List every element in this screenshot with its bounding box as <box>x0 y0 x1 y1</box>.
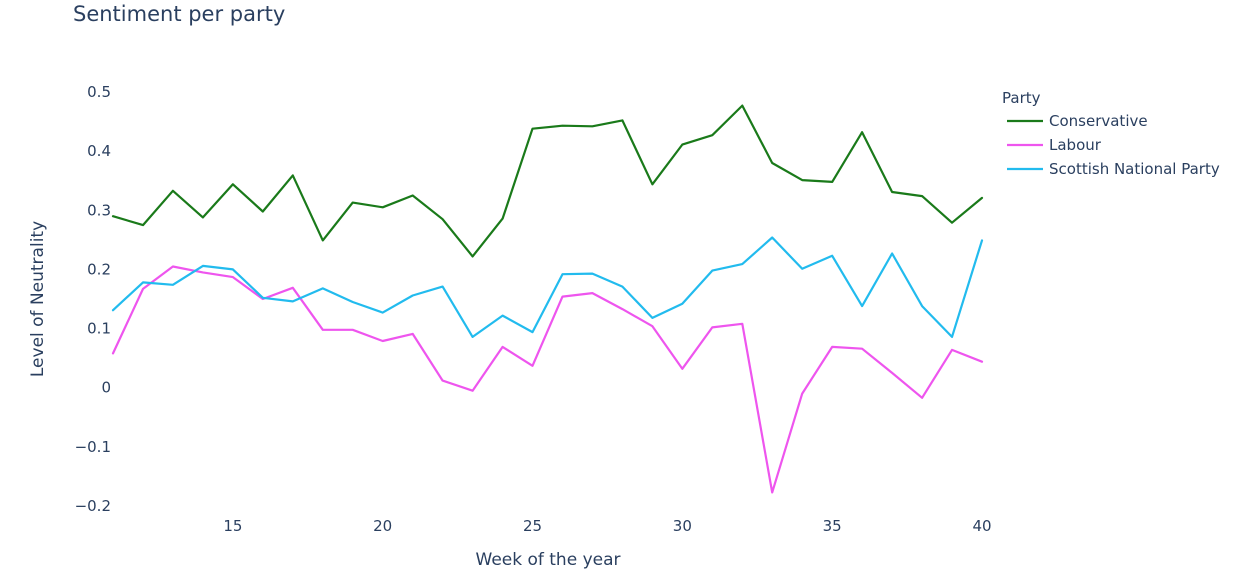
legend-item-conservative[interactable]: Conservative <box>1007 112 1148 130</box>
y-tick-label: 0 <box>101 379 111 397</box>
y-tick-label: 0.1 <box>87 320 111 338</box>
y-tick-label: 0.3 <box>87 201 111 219</box>
x-tick-label: 15 <box>223 517 242 535</box>
y-tick-label: 0.4 <box>87 142 111 160</box>
x-tick-label: 35 <box>823 517 842 535</box>
plot-area <box>111 104 984 494</box>
legend-label: Conservative <box>1049 112 1148 130</box>
x-tick-label: 20 <box>373 517 392 535</box>
x-tick-label: 25 <box>523 517 542 535</box>
y-tick-label: 0.2 <box>87 260 111 278</box>
x-tick-label: 30 <box>673 517 692 535</box>
y-tick-label: 0.5 <box>87 83 111 101</box>
series-line-conservative <box>111 104 984 258</box>
y-axis-ticks: −0.2 −0.1 0 0.1 0.2 0.3 0.4 0.5 <box>75 83 111 515</box>
legend-title: Party <box>1002 89 1041 107</box>
legend-item-labour[interactable]: Labour <box>1007 136 1102 154</box>
series-line-labour <box>111 265 984 494</box>
chart-title: Sentiment per party <box>73 2 285 26</box>
y-axis-title: Level of Neutrality <box>28 221 48 377</box>
legend-item-scottish-national-party[interactable]: Scottish National Party <box>1007 160 1220 178</box>
x-axis-title: Week of the year <box>476 550 621 570</box>
legend: Party Conservative Labour Scottish Nationa… <box>1002 89 1220 178</box>
x-axis-ticks: 15 20 25 30 35 40 <box>223 517 991 535</box>
legend-label: Labour <box>1049 136 1102 154</box>
y-tick-label: −0.2 <box>75 497 111 515</box>
y-tick-label: −0.1 <box>75 438 111 456</box>
x-tick-label: 40 <box>972 517 991 535</box>
legend-label: Scottish National Party <box>1049 160 1220 178</box>
series-line-scottish-national-party <box>111 236 984 338</box>
